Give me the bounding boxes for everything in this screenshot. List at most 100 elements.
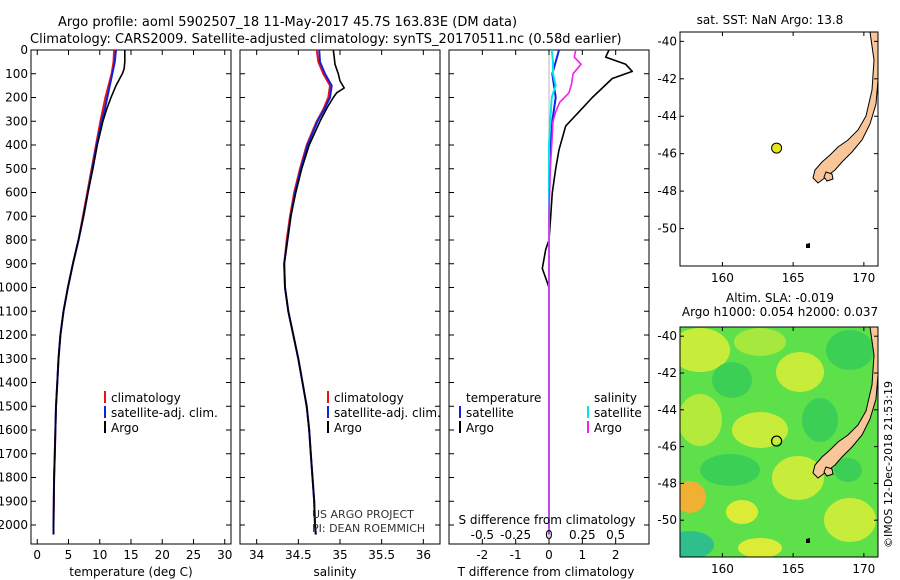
- depth-tick-label: 1700: [0, 447, 28, 461]
- sla-map-field: [680, 327, 878, 557]
- map-x-tick-label: 160: [711, 562, 734, 576]
- sla-field-blob: [680, 531, 714, 557]
- depth-tick-label: 1500: [0, 399, 28, 413]
- project-credit-line-2: PI: DEAN ROEMMICH: [312, 522, 425, 535]
- map-y-tick-label: -50: [657, 513, 677, 527]
- sla-map-title-line-2: Argo h1000: 0.054 h2000: 0.037: [682, 305, 878, 319]
- sla-field-blob: [712, 362, 752, 398]
- x-tick-label: 1: [579, 548, 587, 562]
- depth-tick-label: 2000: [0, 518, 28, 532]
- diff-legend-sal-satellite: satellite: [594, 406, 642, 420]
- difference-top-label: S difference from climatology: [459, 513, 636, 527]
- x-tick-label: 0: [33, 548, 41, 562]
- depth-tick-label: 1300: [0, 352, 28, 366]
- map-y-tick-label: -40: [657, 329, 677, 343]
- x-tick-label: 35: [332, 548, 347, 562]
- depth-tick-label: 1600: [0, 423, 28, 437]
- map-x-tick-label: 170: [852, 562, 875, 576]
- map-x-tick-label: 165: [782, 271, 805, 285]
- temperature-legend: climatology satellite-adj. clim. Argo: [104, 391, 218, 435]
- x-tick-label: 15: [123, 548, 138, 562]
- x-tick-label: 30: [217, 548, 232, 562]
- sal-legend-climatology: climatology: [334, 391, 404, 405]
- depth-tick-label: 0: [20, 43, 28, 57]
- salinity-legend: climatology satellite-adj. clim. Argo: [327, 391, 441, 435]
- depth-tick-label: 800: [5, 233, 28, 247]
- depth-tick-label: 700: [5, 209, 28, 223]
- x-tick-label: 10: [92, 548, 107, 562]
- x-tick-label: 35.5: [368, 548, 395, 562]
- map-y-tick-label: -48: [657, 476, 677, 490]
- depth-tick-label: 400: [5, 138, 28, 152]
- sst-map-south-island: [812, 31, 879, 184]
- map-x-tick-label: 170: [852, 271, 875, 285]
- map-x-tick-label: 165: [782, 562, 805, 576]
- sal-legend-satellite: satellite-adj. clim.: [334, 406, 441, 420]
- sla-map-float-marker: [770, 435, 783, 447]
- sla-field-blob: [776, 352, 824, 392]
- sla-field-blob: [734, 328, 786, 356]
- temperature-panel-frame: [30, 49, 232, 545]
- sla-field-blob: [834, 458, 862, 482]
- series-line-climatology: [52, 49, 116, 535]
- sla-field-blob: [726, 500, 758, 524]
- salinity-panel-frame: [239, 49, 441, 545]
- sst-map-small-island: [806, 243, 810, 248]
- depth-tick-label: 1000: [0, 281, 28, 295]
- sla-map-stewart-island: [823, 466, 834, 477]
- x-tick-label: 36: [416, 548, 431, 562]
- map-y-tick-label: -42: [657, 366, 677, 380]
- depth-tick-label: 200: [5, 91, 28, 105]
- x-tick-label: 25: [186, 548, 201, 562]
- x-tick-label: 2: [612, 548, 620, 562]
- diff-legend-temp-argo: Argo: [466, 421, 494, 435]
- temperature-chart: 0 5 10 15 20 25 30: [33, 49, 232, 562]
- series-line-argo: [283, 49, 346, 535]
- temp-legend-satellite: satellite-adj. clim.: [111, 406, 218, 420]
- series-line-satellite-adj-clim-: [283, 49, 333, 535]
- sst-map-land: [806, 31, 879, 248]
- diff-legend-sal-argo: Argo: [594, 421, 622, 435]
- temp-legend-argo: Argo: [111, 421, 139, 435]
- difference-legend: temperature satellite Argo salinity sate…: [459, 391, 642, 435]
- sst-map-stewart-island: [823, 171, 834, 182]
- sla-field-blob: [700, 454, 760, 486]
- s-tick-label: -0.5: [471, 528, 494, 542]
- diff-legend-salinity-title: salinity: [594, 391, 637, 405]
- map-y-tick-label: -44: [657, 109, 677, 123]
- title-line-2: Climatology: CARS2009. Satellite-adjuste…: [30, 32, 622, 47]
- x-tick-label: -1: [510, 548, 522, 562]
- series-line-temperature-argo: [541, 49, 634, 535]
- sla-map-south-island: [812, 327, 878, 479]
- map-x-tick-label: 160: [711, 271, 734, 285]
- series-line-argo: [52, 50, 126, 535]
- x-tick-label: 0: [545, 548, 553, 562]
- map-y-tick-label: -46: [657, 440, 677, 454]
- s-tick-label: 0.25: [569, 528, 596, 542]
- sst-map-float-marker: [771, 142, 783, 154]
- sla-field-blob: [680, 328, 730, 372]
- s-tick-label: 0: [545, 528, 553, 542]
- map-y-tick-label: -46: [657, 147, 677, 161]
- map-y-tick-label: -44: [657, 403, 677, 417]
- sal-legend-argo: Argo: [334, 421, 362, 435]
- sla-field-blob: [680, 394, 722, 446]
- sla-field-blob: [738, 538, 782, 557]
- depth-tick-label: 500: [5, 162, 28, 176]
- depth-tick-label: 1900: [0, 494, 28, 508]
- map-y-tick-label: -42: [657, 72, 677, 86]
- depth-tick-label: 1100: [0, 304, 28, 318]
- salinity-xlabel: salinity: [313, 565, 356, 579]
- x-tick-label: 34: [249, 548, 264, 562]
- salinity-chart: 34 34.5 35 35.5 36: [249, 49, 431, 562]
- temp-legend-climatology: climatology: [111, 391, 181, 405]
- sla-map-axes: 160 165 170 -40 -42 -44 -46 -48 -50: [657, 327, 878, 576]
- sla-field-blob: [732, 412, 788, 448]
- map-y-tick-label: -48: [657, 184, 677, 198]
- sla-map-title-line-1: Altim. SLA: -0.019: [726, 291, 834, 305]
- sla-map-frame: [679, 326, 879, 558]
- x-tick-label: 5: [65, 548, 73, 562]
- x-tick-label: 20: [155, 548, 170, 562]
- depth-tick-label: 100: [5, 67, 28, 81]
